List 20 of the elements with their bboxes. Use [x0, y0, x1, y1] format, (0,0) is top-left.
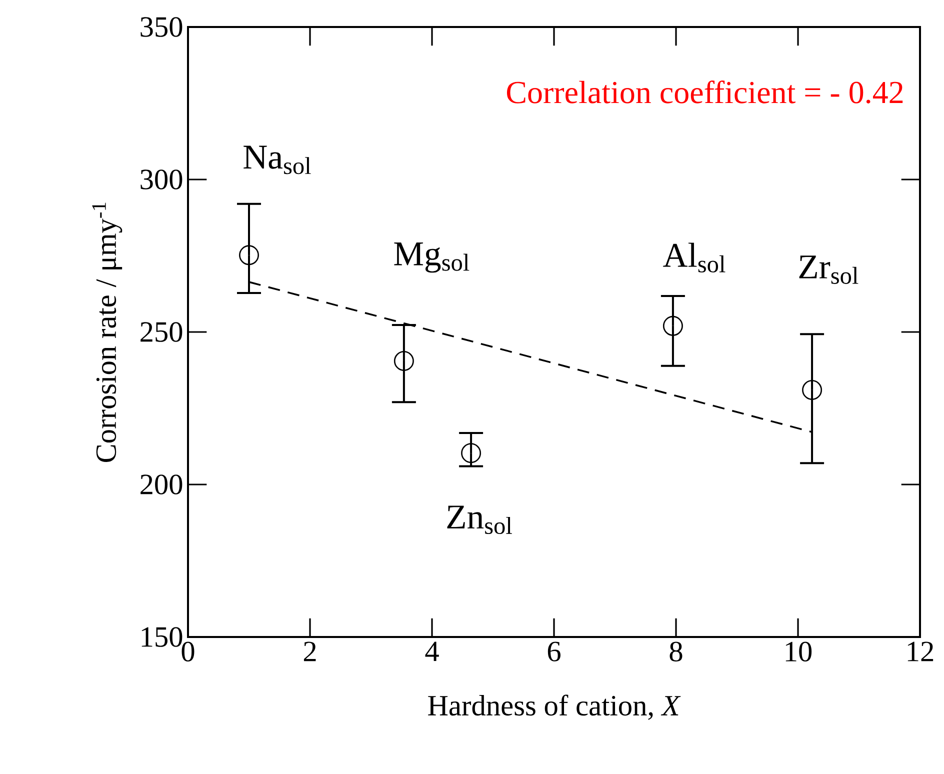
y-axis-title: Corrosion rate / μmy$^{-1}$ [92, 202, 122, 462]
annotation: Na$_{sol}$ [244, 146, 311, 174]
annotation: Mg$_{sol}$ [394, 242, 470, 273]
y-tick-label: 150 [142, 627, 182, 647]
y-tick-label: 250 [140, 322, 182, 342]
x-axis-title: Hardness of cation, X [428, 694, 681, 720]
x-tick-label: 10 [786, 642, 812, 662]
annotation: Zr$_{sol}$ [799, 256, 858, 284]
x-tick-label: 6 [548, 642, 560, 662]
annotation: Zn$_{sol}$ [447, 506, 512, 534]
x-tick-label: 2 [304, 642, 316, 662]
y-tick-label: 350 [140, 17, 182, 37]
x-tick-label: 4 [425, 642, 439, 662]
x-tick-label: 8 [670, 642, 682, 662]
x-tick-label: 12 [908, 642, 934, 662]
annotation: Correlation coefficient = - 0.42 [506, 80, 903, 104]
y-tick-label: 300 [140, 170, 182, 190]
y-tick-label: 200 [140, 474, 182, 494]
x-tick-label: 0 [182, 642, 194, 662]
annotation: Al$_{sol}$ [663, 242, 726, 272]
